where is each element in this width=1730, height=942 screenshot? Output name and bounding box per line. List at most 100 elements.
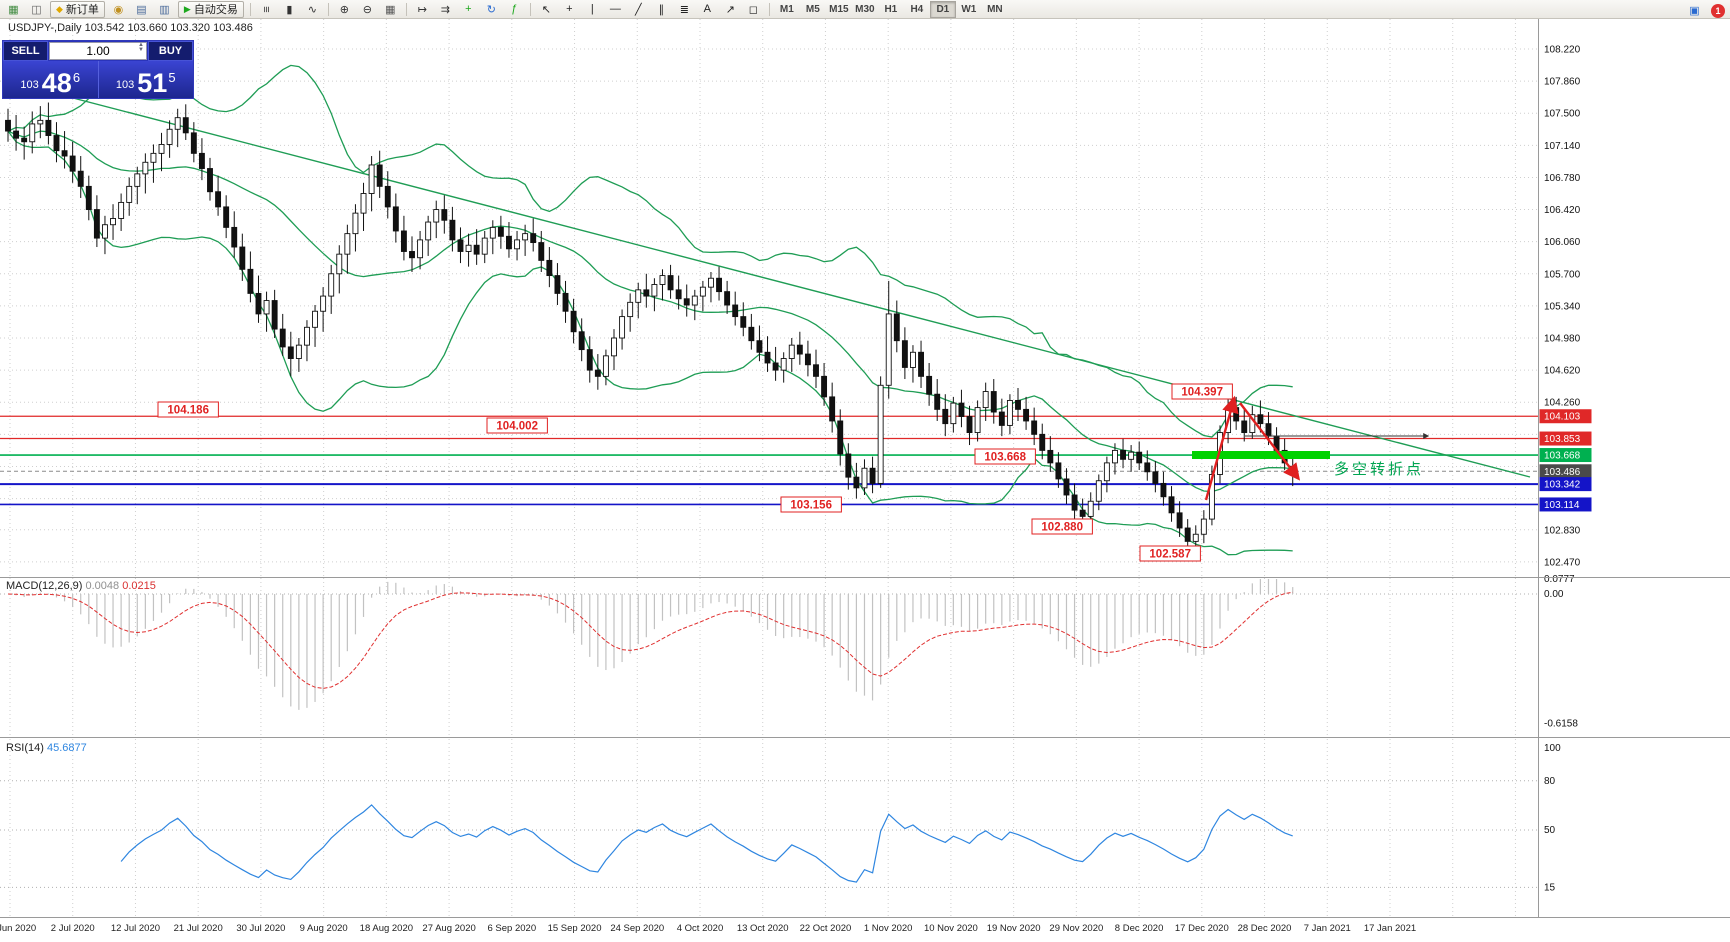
price-tag-text: 103.114 [1544,500,1580,511]
svg-text:9 Aug 2020: 9 Aug 2020 [300,923,348,934]
chart-ohlc-values: 103.542 103.660 103.320 103.486 [84,22,253,34]
timeframe-mn-button[interactable]: MN [987,3,1003,15]
text-icon[interactable]: A [703,3,712,15]
timeframe-d1-button[interactable]: D1 [929,0,956,18]
toolbar-right: ▣ 1 [1683,2,1725,19]
add-indicator-icon[interactable]: + [465,3,472,15]
price-tag [1539,497,1592,512]
price-label-text: 103.668 [984,452,1026,464]
arrows-icon[interactable]: ↗ [725,3,735,16]
svg-text:2 Jul 2020: 2 Jul 2020 [51,923,95,934]
macd-histogram [15,579,1294,710]
candle-chart-icon[interactable]: ▮ [286,3,293,16]
toolbar-items: ▦ ◫ ◆ 新订单 ◉ ▤ ▥ ▶ 自动交易 ≡ ▮ ∿ ⊕ ⊖ ▦ ↦ ⇉ + ↻ ƒ ↖ + | — ╱ ∥ ≣ A ↗ ◻ M1 M5 M… [2,0,1008,18]
indicators-icon[interactable]: ƒ [511,3,518,15]
price-label-box[interactable] [1139,545,1201,562]
tile-windows-icon[interactable]: ▦ [385,3,396,16]
svg-text:6 Sep 2020: 6 Sep 2020 [488,923,537,934]
chart-shift-icon[interactable]: ⇉ [440,3,450,16]
svg-text:10 Nov 2020: 10 Nov 2020 [924,923,978,934]
price-tag [1539,477,1592,492]
terminal-icon[interactable]: ▥ [159,3,170,16]
timeframe-m5-button[interactable]: M5 [805,3,820,15]
macd-axis-label: 0.00 [1544,589,1564,600]
sell-button[interactable]: SELL [3,41,48,61]
svg-text:107.860: 107.860 [1544,77,1581,88]
spinner-up-icon[interactable]: ▲ [138,42,144,48]
svg-text:24 Sep 2020: 24 Sep 2020 [610,923,664,934]
zoom-in-icon[interactable]: ⊕ [339,3,349,16]
svg-text:23 Jun 2020: 23 Jun 2020 [0,923,36,934]
macd-main-value: 0.0048 [85,580,120,592]
fibonacci-icon[interactable]: ≣ [679,3,689,16]
buy-price-big: 51 [137,68,168,99]
channel-icon[interactable]: ∥ [658,3,665,16]
timeframe-w1-button[interactable]: W1 [961,3,977,15]
zoom-out-icon[interactable]: ⊖ [362,3,372,16]
timeframe-h1-button[interactable]: H1 [884,3,898,15]
turning-point-note[interactable]: 多空转折点 [1334,461,1424,478]
price-label-text: 104.397 [1181,387,1223,399]
notifications-icon[interactable]: ▣ [1689,5,1700,17]
new-order-button-label: 新订单 [65,4,99,16]
auto-trading-button[interactable]: ▶ 自动交易 [177,0,244,18]
sell-price-pip: 6 [72,70,81,85]
svg-text:1 Nov 2020: 1 Nov 2020 [864,923,913,934]
horizontal-line-icon[interactable]: — [609,3,621,15]
auto-scroll-icon[interactable]: ↦ [417,3,427,16]
price-label-box[interactable] [1171,383,1233,400]
cursor-icon[interactable]: ↖ [541,3,551,16]
price-label-box[interactable] [1031,518,1093,535]
price-label-box[interactable] [974,448,1036,465]
buy-button[interactable]: BUY [148,41,193,61]
trendline-icon[interactable]: ╱ [635,3,642,16]
new-order-button[interactable]: ◆ 新订单 [50,0,105,18]
buy-price-display[interactable]: 103 51 5 [99,61,194,98]
auto-trading-icon: ▶ [183,3,191,14]
toolbar-separator [405,2,407,16]
volume-input[interactable]: 1.00 ▲ ▼ [49,42,147,60]
sell-price-display[interactable]: 103 48 6 [3,61,99,98]
bar-chart-icon[interactable]: ≡ [260,5,273,13]
macd-indicator-label: MACD(12,26,9) 0.0048 0.0215 [6,580,156,592]
rsi-indicator-label: RSI(14) 45.6877 [6,742,87,754]
crosshair-icon[interactable]: + [566,3,573,15]
svg-text:102.470: 102.470 [1544,557,1581,568]
grid [0,19,1538,916]
svg-text:8 Dec 2020: 8 Dec 2020 [1115,923,1164,934]
descending-trendline[interactable] [49,91,1531,478]
one-click-trading-panel[interactable]: SELL 1.00 ▲ ▼ BUY 103 48 6 103 51 5 [2,40,194,99]
line-chart-icon[interactable]: ∿ [307,3,317,16]
rsi-value: 45.6877 [46,742,87,754]
refresh-icon[interactable]: ↻ [486,3,496,16]
vertical-line-icon[interactable]: | [590,3,594,15]
price-label-box[interactable] [486,417,548,434]
price-label-box[interactable] [780,496,842,513]
spinner-down-icon[interactable]: ▼ [138,47,144,54]
market-watch-icon[interactable]: ◉ [113,3,124,16]
price-tag-text: 103.486 [1544,467,1581,478]
main-toolbar: ▦ ◫ ◆ 新订单 ◉ ▤ ▥ ▶ 自动交易 ≡ ▮ ∿ ⊕ ⊖ ▦ ↦ ⇉ + ↻ ƒ ↖ + | — ╱ ∥ ≣ A ↗ ◻ M1 M5 M… [0,0,1730,19]
new-chart-icon[interactable]: ▦ [8,3,19,16]
timeframe-h4-button[interactable]: H4 [910,3,924,15]
rsi-axis-label: 100 [1544,743,1561,754]
svg-text:4 Oct 2020: 4 Oct 2020 [677,923,723,934]
navigator-icon[interactable]: ▤ [136,3,147,16]
svg-text:7 Jan 2021: 7 Jan 2021 [1304,923,1351,934]
price-label-box[interactable] [157,401,219,418]
alert-badge[interactable]: 1 [1711,3,1725,18]
profiles-icon[interactable]: ◫ [31,3,42,16]
up-move-arrow[interactable] [1204,395,1239,501]
support-zone-bar[interactable] [1192,451,1330,459]
down-move-arrow[interactable] [1239,402,1301,481]
svg-text:27 Aug 2020: 27 Aug 2020 [422,923,475,934]
volume-spinner[interactable]: ▲ ▼ [138,42,144,54]
shapes-icon[interactable]: ◻ [748,3,758,16]
svg-text:105.700: 105.700 [1544,269,1581,280]
timeframe-m30-button[interactable]: M30 [855,3,875,15]
svg-text:104.620: 104.620 [1544,366,1581,377]
timeframe-m15-button[interactable]: M15 [829,3,849,15]
svg-text:106.780: 106.780 [1544,173,1581,184]
timeframe-m1-button[interactable]: M1 [779,3,794,15]
